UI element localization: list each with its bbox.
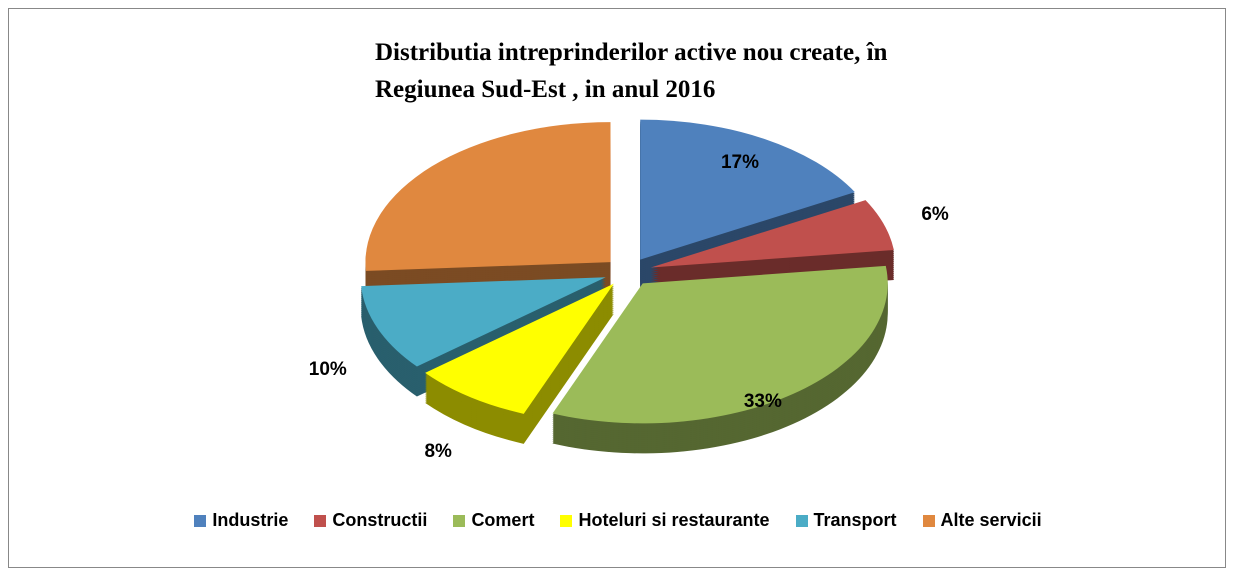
legend: Industrie Constructii Comert Hoteluri si re… [0, 510, 1236, 531]
slice [365, 122, 611, 301]
data-label: 8% [424, 441, 452, 462]
legend-label: Industrie [212, 510, 289, 530]
legend-item: Hoteluri si restaurante [560, 510, 770, 531]
chart-frame [8, 8, 1226, 568]
legend-item: Comert [453, 510, 534, 531]
legend-label: Alte servicii [940, 510, 1042, 530]
legend-swatch [560, 514, 573, 527]
legend-swatch [922, 514, 935, 527]
legend-item: Alte servicii [922, 510, 1042, 531]
legend-item: Transport [795, 510, 897, 531]
slice [425, 283, 614, 414]
slice [640, 119, 855, 290]
legend-label: Hoteluri si restaurante [578, 510, 770, 530]
data-label: 6% [921, 204, 949, 225]
slice [640, 119, 855, 260]
chart-title: Distributia intreprinderilor active nou … [375, 39, 888, 103]
slice [425, 283, 614, 444]
legend-label: Comert [471, 510, 535, 530]
data-label: 10% [309, 359, 347, 380]
legend-item: Industrie [194, 510, 288, 531]
slice [361, 277, 606, 367]
slice [365, 122, 611, 271]
legend-swatch [795, 514, 808, 527]
data-label: 17% [721, 152, 759, 173]
legend-swatch [314, 514, 327, 527]
legend-swatch [194, 514, 207, 527]
data-label: 33% [744, 391, 782, 412]
legend-item: Constructii [314, 510, 427, 531]
slice [650, 200, 894, 268]
legend-swatch [453, 514, 466, 527]
slice [552, 265, 888, 454]
legend-label: Constructii [332, 510, 428, 530]
legend-label: Transport [813, 510, 897, 530]
slice [552, 265, 888, 424]
